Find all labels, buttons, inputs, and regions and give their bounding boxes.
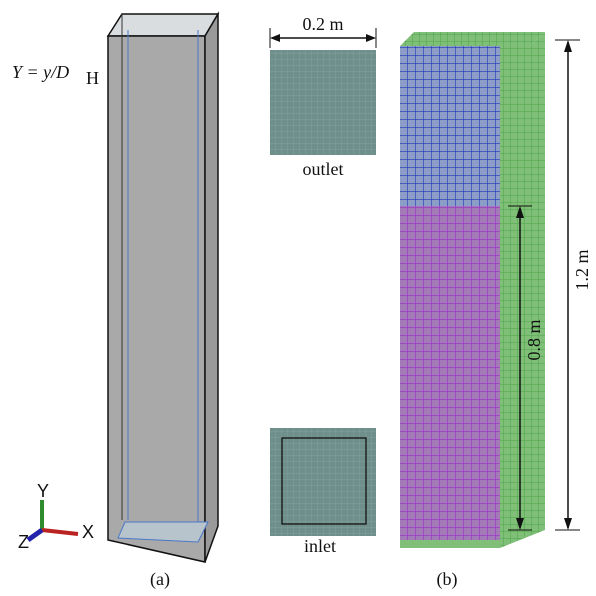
caption: (a)	[150, 569, 170, 590]
lower-height-label: 0.8 m	[524, 319, 544, 360]
z-axis-arrow	[28, 530, 42, 540]
axis-label: X	[82, 522, 94, 542]
prism-side	[205, 14, 218, 562]
prism-front	[108, 36, 205, 562]
arrow-head	[564, 518, 572, 530]
inlet-face	[270, 428, 376, 536]
axis-triad: Y X Z	[18, 481, 94, 552]
caption: (b)	[437, 569, 458, 590]
upper-front	[400, 46, 500, 206]
x-axis-arrow	[42, 530, 78, 534]
arrow-head	[270, 34, 280, 42]
inlet-patch	[118, 522, 208, 542]
outlet-label: outlet	[303, 159, 344, 179]
prism-top	[108, 14, 218, 36]
arrow-head	[564, 40, 572, 52]
column-bottom	[400, 540, 500, 548]
column-top	[400, 32, 545, 46]
arrow-head	[366, 34, 376, 42]
outlet-face	[270, 50, 376, 155]
axis-label: Y	[37, 481, 49, 501]
formula: Y = y/D	[12, 62, 69, 82]
height-label: 1.2 m	[572, 249, 592, 290]
axis-label: Z	[18, 532, 29, 552]
formula-subscript: H	[86, 68, 99, 88]
width-label: 0.2 m	[302, 14, 343, 34]
prism	[108, 14, 218, 562]
column-side	[500, 32, 545, 548]
figure: Y = y/D H Y X Z (a) 0.2 m outlet inlet 1…	[0, 0, 596, 596]
lower-front	[400, 206, 500, 546]
inlet-label: inlet	[304, 536, 336, 556]
mesh-column	[400, 32, 545, 548]
